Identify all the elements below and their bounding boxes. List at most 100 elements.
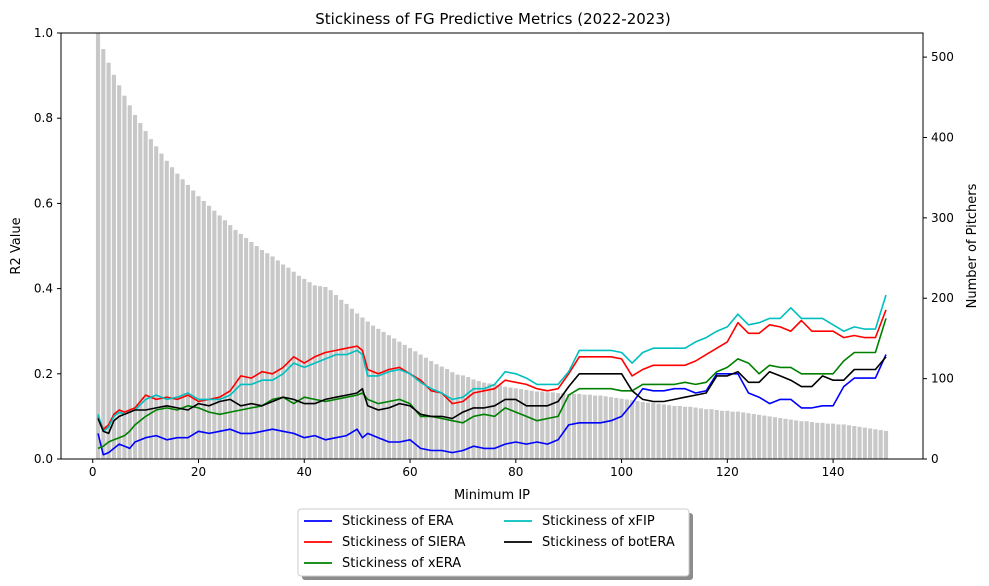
pitcher-count-bar xyxy=(640,401,645,459)
pitcher-count-bar xyxy=(719,410,725,459)
pitcher-count-bar xyxy=(169,167,175,459)
x-tick-label: 20 xyxy=(191,465,206,479)
series-line-3 xyxy=(97,294,887,433)
pitcher-count-bar xyxy=(302,278,307,459)
pitcher-count-bar xyxy=(561,393,566,459)
y-right-tick-label: 500 xyxy=(931,50,954,64)
x-tick-label: 140 xyxy=(822,465,845,479)
pitcher-count-bar xyxy=(365,321,370,459)
pitcher-count-bar xyxy=(868,428,873,459)
pitcher-count-bar xyxy=(207,205,212,459)
pitcher-count-bar xyxy=(444,368,450,459)
pitcher-count-bar xyxy=(661,404,666,459)
pitcher-count-bar xyxy=(281,264,286,459)
pitcher-count-bar xyxy=(111,74,116,459)
x-axis: 0 20 40 60 80 100 120 140 xyxy=(89,459,845,479)
pitcher-count-bar xyxy=(180,179,185,459)
pitcher-count-bar xyxy=(566,393,571,459)
pitcher-count-bar xyxy=(265,253,270,459)
pitcher-count-bar xyxy=(217,215,222,459)
pitcher-count-bar xyxy=(815,422,820,459)
pitcher-count-bar xyxy=(318,286,323,459)
plot-frame xyxy=(60,32,924,460)
pitcher-count-bar xyxy=(201,200,206,459)
pitcher-count-bar xyxy=(614,397,619,459)
y-tick-label: 0.0 xyxy=(34,452,53,466)
pitcher-count-bar xyxy=(291,271,296,459)
x-tick-label: 40 xyxy=(297,465,312,479)
pitcher-count-bar xyxy=(704,409,709,459)
pitcher-count-bar xyxy=(413,351,418,459)
pitcher-count-bar xyxy=(857,426,862,459)
pitcher-count-bar xyxy=(95,33,101,459)
legend-box xyxy=(297,508,690,577)
pitcher-count-bar xyxy=(466,377,471,459)
pitcher-count-bar xyxy=(228,225,233,459)
y-right-tick-label: 100 xyxy=(931,372,954,386)
pitcher-count-bar xyxy=(767,416,772,459)
pitcher-count-bar xyxy=(296,275,302,459)
pitcher-count-bar xyxy=(143,131,148,460)
pitcher-count-bar xyxy=(593,395,598,459)
legend-label: Stickiness of botERA xyxy=(542,535,675,550)
pitcher-count-bar xyxy=(852,426,857,459)
pitcher-count-bar xyxy=(323,286,328,459)
pitcher-count-bar xyxy=(725,410,730,459)
pitcher-count-bar xyxy=(455,374,460,459)
pitcher-count-bar xyxy=(101,49,106,459)
pitcher-count-bar xyxy=(482,382,487,459)
y-tick-label: 0.6 xyxy=(34,196,53,210)
pitcher-count-bar xyxy=(127,105,132,459)
pitcher-count-bar xyxy=(392,338,397,459)
pitcher-count-bar xyxy=(339,299,344,459)
pitcher-count-bar xyxy=(191,190,196,460)
pitcher-count-bar xyxy=(667,405,672,459)
pitcher-count-bar xyxy=(370,325,376,459)
pitcher-count-bar xyxy=(794,420,799,459)
x-tick-label: 60 xyxy=(402,465,417,479)
pitcher-count-bar xyxy=(714,409,719,459)
pitcher-count-bar xyxy=(381,332,386,459)
pitcher-count-bar xyxy=(587,394,592,459)
pitcher-count-bar xyxy=(344,303,349,459)
pitcher-count-bar xyxy=(730,411,735,459)
pitcher-count-bar xyxy=(788,419,793,459)
pitcher-count-bar xyxy=(497,385,502,459)
pitcher-count-bar xyxy=(312,285,317,459)
pitcher-count-bar xyxy=(132,114,138,459)
y-axis-left: 0.0 0.2 0.4 0.6 0.8 1.0 xyxy=(34,26,61,466)
pitcher-count-bar xyxy=(624,399,629,459)
pitcher-count-bar xyxy=(630,400,635,459)
pitcher-count-bar xyxy=(508,387,513,459)
pitcher-count-bar xyxy=(735,411,740,459)
pitcher-count-bar xyxy=(672,405,677,459)
pitcher-count-bar xyxy=(545,392,550,459)
x-axis-label: Minimum IP xyxy=(454,488,530,503)
pitcher-count-bar xyxy=(878,430,883,459)
pitcher-count-bar xyxy=(122,95,127,459)
pitcher-count-bar xyxy=(772,417,777,459)
pitcher-count-bar xyxy=(698,408,703,459)
pitcher-count-bar xyxy=(751,413,756,459)
y-axis-right-label: Number of Pitchers xyxy=(965,183,980,308)
pitcher-count-bar xyxy=(429,360,434,459)
x-tick-label: 0 xyxy=(89,465,97,479)
pitcher-count-bar xyxy=(476,381,481,459)
pitcher-count-bar xyxy=(804,421,809,459)
pitcher-count-bar xyxy=(106,62,111,459)
pitcher-count-bar xyxy=(693,407,698,459)
pitcher-count-bar xyxy=(423,357,428,459)
pitcher-count-bar xyxy=(460,375,465,459)
pitcher-count-bar xyxy=(571,393,577,459)
pitcher-count-bar xyxy=(746,413,751,459)
pitcher-count-bar xyxy=(154,146,159,459)
pitcher-count-bar xyxy=(778,418,783,459)
y-tick-label: 0.4 xyxy=(34,282,53,296)
pitcher-count-bar xyxy=(450,372,455,459)
pitcher-count-bar xyxy=(196,196,201,460)
pitcher-count-bar xyxy=(831,423,836,459)
pitcher-count-bar xyxy=(487,383,492,459)
y-axis-label: R2 Value xyxy=(9,217,24,274)
pitcher-count-bar xyxy=(148,139,153,459)
pitcher-count-bar xyxy=(799,421,804,459)
